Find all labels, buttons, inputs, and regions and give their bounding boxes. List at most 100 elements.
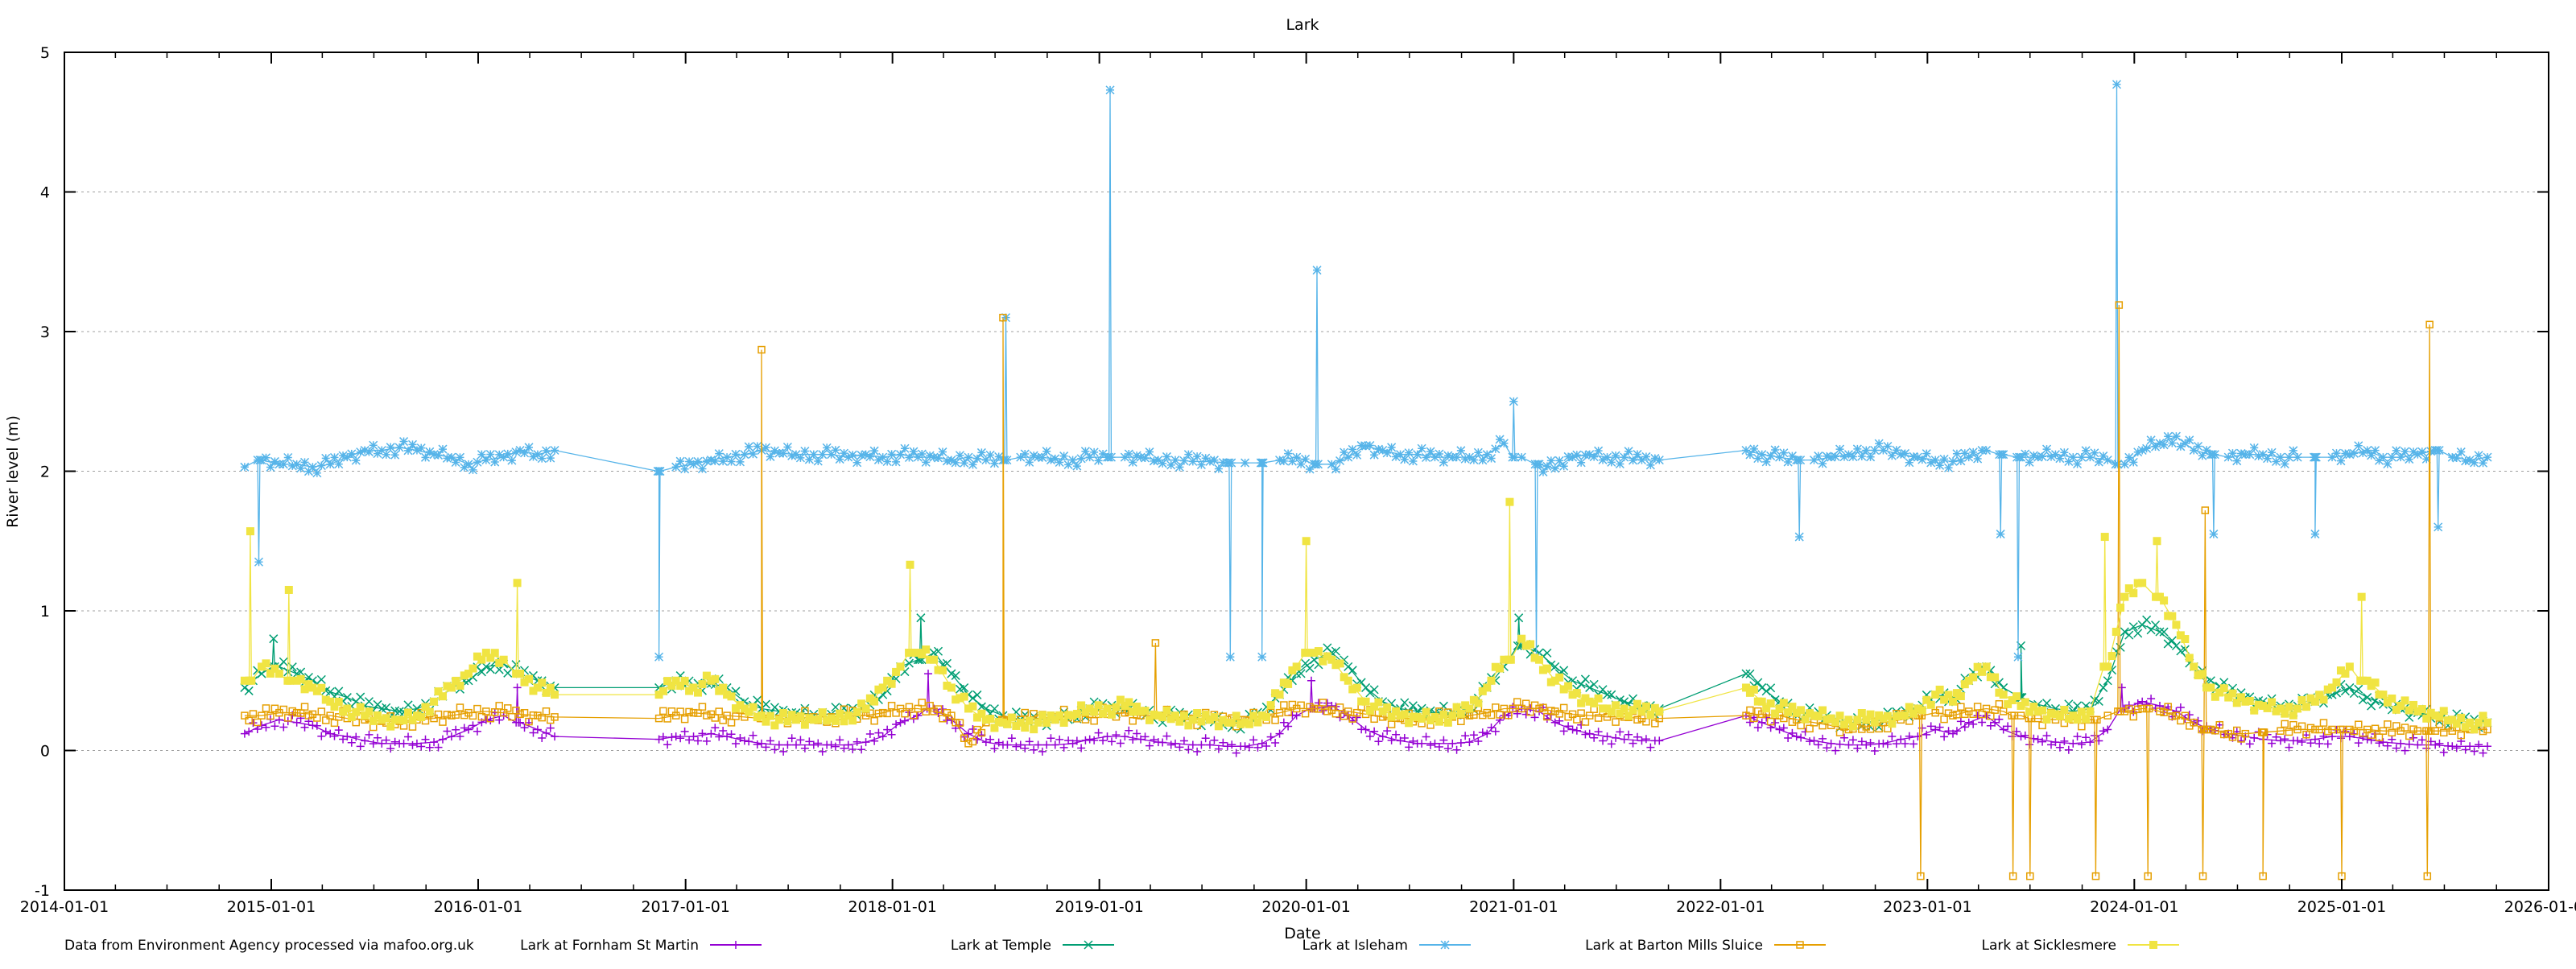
data-point-marker bbox=[2227, 448, 2238, 458]
data-point-marker bbox=[883, 676, 892, 685]
data-point-marker bbox=[1042, 447, 1051, 456]
data-point-marker bbox=[2029, 451, 2038, 460]
data-point-marker bbox=[761, 443, 771, 452]
data-point-marker bbox=[308, 462, 317, 472]
data-point-marker bbox=[2478, 458, 2488, 468]
data-point-marker bbox=[930, 655, 939, 664]
data-point-marker bbox=[1077, 701, 1086, 710]
data-point-marker bbox=[866, 709, 874, 717]
data-point-marker bbox=[1823, 744, 1831, 753]
data-point-marker bbox=[1883, 441, 1893, 452]
data-point-marker bbox=[1133, 729, 1141, 738]
x-tick-label: 2015-01-01 bbox=[227, 898, 316, 916]
data-point-marker bbox=[1257, 711, 1266, 720]
data-point-marker bbox=[2168, 712, 2177, 720]
data-point-marker bbox=[676, 682, 685, 691]
data-point-marker bbox=[2064, 456, 2074, 467]
data-point-marker bbox=[1818, 734, 1827, 743]
data-point-marker bbox=[2259, 701, 2268, 710]
data-point-marker bbox=[1344, 707, 1352, 715]
data-point-marker bbox=[1612, 733, 1620, 742]
data-point-marker bbox=[1624, 730, 1633, 739]
data-point-marker bbox=[1521, 699, 1530, 707]
data-point-marker bbox=[938, 666, 947, 674]
data-point-marker bbox=[279, 723, 288, 732]
data-point-marker bbox=[1491, 662, 1500, 671]
data-point-marker bbox=[934, 666, 943, 674]
data-point-marker bbox=[312, 687, 321, 695]
data-point-marker bbox=[266, 462, 275, 472]
data-point-marker bbox=[2311, 725, 2319, 734]
data-point-marker bbox=[2359, 732, 2368, 741]
data-point-marker bbox=[1387, 736, 1396, 744]
data-point-marker bbox=[425, 743, 434, 752]
data-point-marker bbox=[1124, 449, 1133, 459]
data-point-marker bbox=[942, 456, 952, 466]
data-point-marker bbox=[2171, 431, 2181, 441]
data-point-marker bbox=[1205, 456, 1215, 466]
data-point-marker bbox=[1585, 450, 1595, 460]
data-point-marker bbox=[464, 460, 473, 469]
data-point-marker bbox=[1839, 720, 1848, 729]
data-point-marker bbox=[1949, 711, 1957, 720]
data-point-marker bbox=[2345, 450, 2355, 460]
data-point-marker bbox=[1099, 736, 1108, 745]
data-point-marker bbox=[800, 446, 810, 456]
data-point-marker bbox=[804, 455, 814, 464]
data-point-marker bbox=[2289, 446, 2298, 456]
data-point-marker bbox=[892, 667, 901, 676]
data-point-marker bbox=[1352, 708, 1361, 717]
data-point-marker bbox=[1500, 704, 1509, 713]
data-point-marker bbox=[343, 704, 352, 713]
data-point-marker bbox=[1857, 737, 1866, 746]
data-point-marker bbox=[782, 442, 792, 452]
data-point-marker bbox=[2129, 589, 2138, 598]
data-point-marker bbox=[2160, 708, 2168, 716]
data-point-marker bbox=[2396, 701, 2405, 710]
data-point-marker bbox=[904, 658, 914, 668]
data-point-marker bbox=[1094, 701, 1103, 710]
data-point-marker bbox=[1514, 613, 1524, 623]
data-point-marker bbox=[883, 725, 892, 734]
data-point-marker bbox=[2245, 450, 2255, 460]
data-point-marker bbox=[1757, 710, 1766, 719]
data-point-marker bbox=[2033, 707, 2042, 715]
data-point-marker bbox=[2082, 715, 2091, 724]
data-point-marker bbox=[451, 457, 460, 468]
data-point-marker bbox=[977, 709, 986, 718]
data-point-marker bbox=[1413, 450, 1422, 460]
data-point-marker bbox=[1094, 728, 1103, 737]
data-point-marker bbox=[343, 732, 352, 741]
data-point-marker bbox=[2413, 727, 2422, 735]
data-point-marker bbox=[508, 712, 516, 721]
data-point-marker bbox=[2163, 431, 2173, 441]
data-point-marker bbox=[1392, 707, 1401, 715]
data-point-marker bbox=[1409, 736, 1418, 745]
data-point-marker bbox=[1470, 711, 1478, 720]
data-point-marker bbox=[2026, 872, 2034, 880]
data-point-marker bbox=[779, 709, 788, 718]
data-point-marker bbox=[1492, 703, 1500, 711]
data-point-marker bbox=[878, 708, 887, 717]
data-point-marker bbox=[513, 683, 522, 692]
data-point-marker bbox=[1174, 462, 1184, 472]
data-point-marker bbox=[1166, 715, 1175, 724]
data-point-marker bbox=[2233, 726, 2241, 735]
data-point-marker bbox=[719, 683, 728, 692]
data-point-marker bbox=[1313, 460, 1323, 469]
data-point-marker bbox=[1559, 703, 1568, 712]
data-point-marker bbox=[1081, 715, 1090, 724]
data-point-marker bbox=[1408, 456, 1418, 466]
data-point-marker bbox=[312, 468, 322, 478]
data-point-marker bbox=[1870, 718, 1879, 727]
data-point-marker bbox=[1439, 736, 1448, 744]
data-point-marker bbox=[2202, 445, 2211, 455]
data-point-marker bbox=[787, 451, 797, 460]
data-point-marker bbox=[2363, 693, 2372, 703]
data-point-marker bbox=[1271, 716, 1279, 724]
data-point-marker bbox=[831, 742, 840, 751]
data-point-marker bbox=[2267, 447, 2277, 457]
data-point-marker bbox=[2120, 460, 2129, 469]
data-point-marker bbox=[1844, 740, 1853, 749]
data-point-marker bbox=[2029, 703, 2038, 711]
